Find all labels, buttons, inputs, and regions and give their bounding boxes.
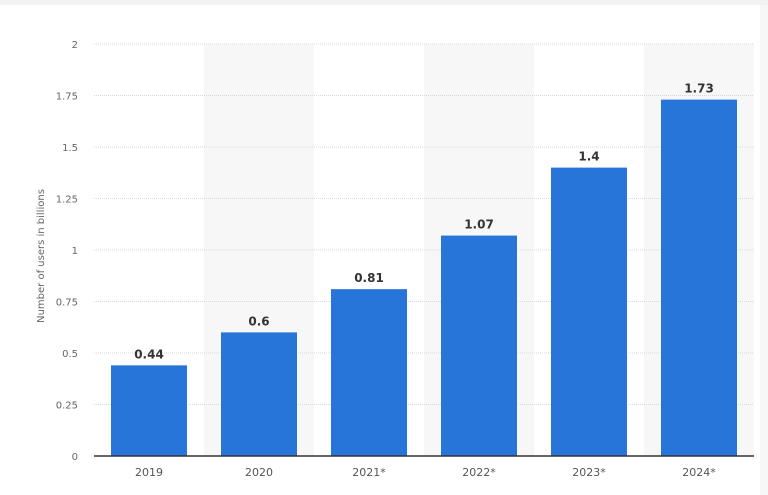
x-tick-label: 2024* [682,466,716,479]
right-strip [760,5,768,495]
y-tick-label: 0.25 [56,401,78,412]
bar [221,332,297,456]
top-strip [0,0,768,5]
y-tick-label: 1.75 [56,92,78,103]
data-label: 0.44 [134,347,164,361]
bar [441,235,517,456]
bar [661,99,737,457]
data-label: 1.4 [578,150,599,164]
x-tick-label: 2019 [135,466,163,479]
data-label: 1.73 [684,82,714,96]
bar [331,289,407,456]
bar [111,365,187,456]
bar [551,167,627,456]
y-tick-label: 2 [72,40,78,51]
data-label: 0.6 [248,314,269,328]
y-tick-label: 1.25 [56,195,78,206]
y-axis-label: Number of users in billions [36,189,47,323]
y-tick-label: 0 [72,452,78,463]
x-tick-label: 2023* [572,466,606,479]
x-tick-label: 2022* [462,466,496,479]
x-tick-label: 2020 [245,466,273,479]
x-tick-label: 2021* [352,466,386,479]
y-tick-label: 0.5 [62,349,78,360]
y-tick-label: 1.5 [62,143,78,154]
y-tick-label: 1 [72,246,78,257]
y-tick-label: 0.75 [56,298,78,309]
data-label: 1.07 [464,218,494,232]
data-label: 0.81 [354,271,384,285]
